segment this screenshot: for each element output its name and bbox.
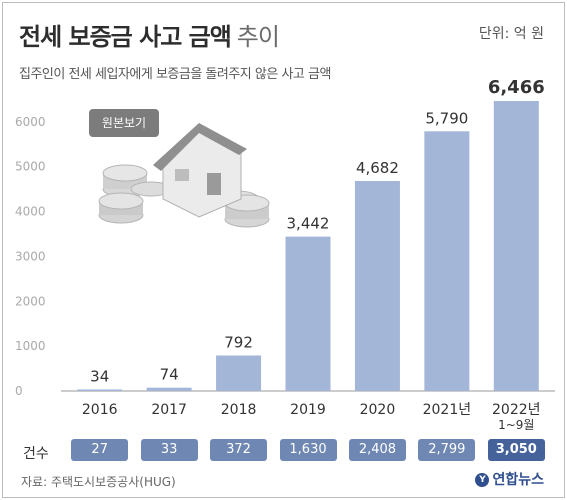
view-original-button[interactable]: 원본보기	[89, 109, 159, 137]
x-tick-label: 2019	[290, 402, 326, 418]
x-tick-label: 1~9월	[498, 418, 534, 432]
bar	[493, 100, 539, 391]
page-title: 전세 보증금 사고 금액 추이	[19, 17, 280, 52]
count-pill: 27	[71, 439, 129, 461]
bar	[354, 180, 400, 391]
x-tick-label: 2022년	[492, 402, 541, 418]
data-label: 74	[160, 366, 179, 384]
bar	[216, 355, 262, 391]
count-pill: 372	[210, 439, 268, 461]
count-pill: 1,630	[279, 439, 337, 461]
y-tick-label: 6000	[15, 115, 46, 129]
count-pill: 2,408	[348, 439, 406, 461]
x-tick-label: 2021년	[423, 402, 472, 418]
yonhap-logo: Y 연합뉴스	[475, 469, 544, 489]
count-label: 건수	[23, 446, 49, 462]
house-and-coins-illustration	[98, 123, 270, 228]
data-label: 5,790	[425, 109, 468, 127]
y-tick-label: 5000	[15, 160, 46, 174]
data-label: 792	[224, 333, 253, 351]
y-tick-label: 4000	[15, 205, 46, 219]
count-pill: 2,799	[418, 439, 476, 461]
logo-text: 연합뉴스	[492, 472, 544, 488]
subtitle: 집주인이 전세 세입자에게 보증금을 돌려주지 않은 사고 금액	[19, 67, 331, 82]
source-note: 자료: 주택도시보증공사(HUG)	[21, 475, 176, 489]
y-tick-label: 3000	[15, 249, 46, 263]
title-light: 추이	[236, 23, 280, 51]
yonhap-logo-icon: Y	[475, 473, 490, 487]
bar	[77, 389, 123, 391]
y-tick-label: 1000	[15, 339, 46, 353]
bar	[285, 236, 331, 391]
count-row: 건수 27 33 372 1,630 2,408 2,799 3,050	[3, 439, 564, 465]
x-tick-label: 2018	[221, 402, 257, 418]
bar-chart: 0 1000 2000 3000 4000 5000 6000 2016 2017 2018 201…	[15, 77, 555, 432]
count-pill: 33	[140, 439, 198, 461]
bar	[424, 131, 470, 392]
x-tick-label: 2017	[151, 402, 187, 418]
count-pill: 3,050	[487, 439, 545, 461]
data-label: 4,682	[356, 159, 399, 177]
y-tick-label: 2000	[15, 294, 46, 308]
bar	[146, 387, 192, 391]
title-main: 전세 보증금 사고 금액	[19, 23, 232, 51]
unit-label: 단위: 억 원	[478, 26, 544, 42]
data-label: 3,442	[287, 215, 330, 233]
bars-layer: 34 74 792 3,442 4,682 5,790 6,466	[77, 77, 545, 392]
data-label: 6,466	[488, 77, 545, 98]
data-label: 34	[90, 367, 109, 385]
y-tick-label: 0	[15, 384, 23, 398]
x-tick-label: 2016	[82, 402, 118, 418]
x-tick-label: 2020	[360, 402, 396, 418]
